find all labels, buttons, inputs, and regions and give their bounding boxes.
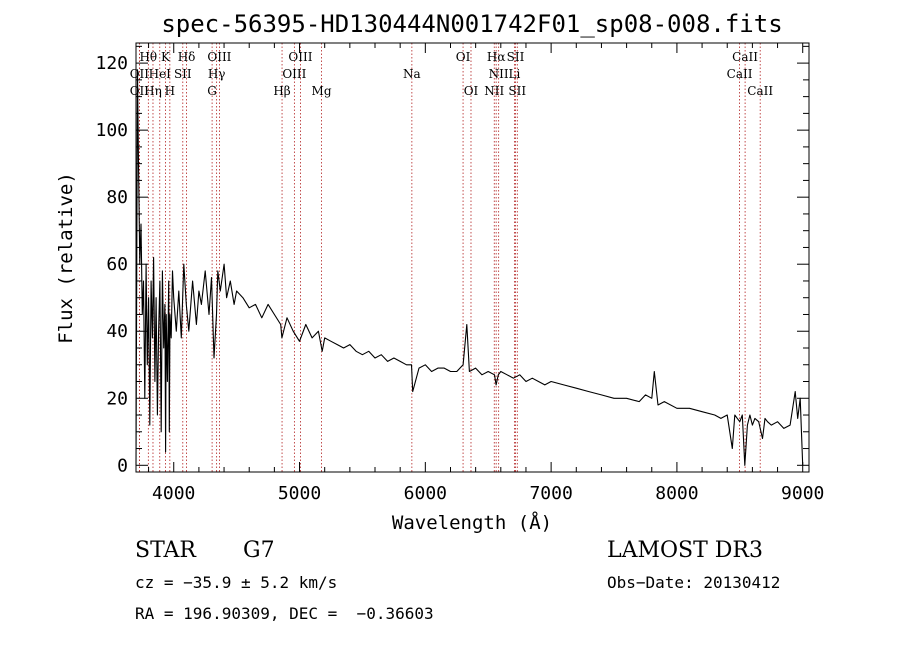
line-label: OIII: [207, 50, 231, 64]
line-label: Hβ: [273, 84, 290, 98]
y-tick-label: 80: [106, 187, 128, 208]
line-labels: Hθ OII OII K HeI Hη H Hδ SII OIII Hγ G OIII OIII Hβ Mg N…: [130, 50, 774, 98]
subclass: G7: [243, 538, 275, 563]
line-label: NII: [489, 67, 509, 81]
flux-series: [135, 69, 804, 466]
line-label: NII: [484, 84, 504, 98]
line-label: Li: [508, 67, 520, 81]
redshift-velocity: cz = −35.9 ± 5.2 km/s: [135, 573, 338, 592]
x-tick-label: 4000: [152, 483, 195, 504]
line-label: CaII: [732, 50, 758, 64]
chart-title: spec-56395-HD130444N001742F01_sp08-008.f…: [161, 10, 782, 38]
x-tick-label: 6000: [404, 483, 447, 504]
y-tick-label: 100: [95, 120, 128, 141]
y-axis-label: Flux (relative): [55, 172, 77, 344]
line-label: SII: [508, 84, 526, 98]
x-tick-label: 7000: [529, 483, 572, 504]
axis-ticks: 4000 5000 6000 7000 8000 9000 0 20 40 60 80 100 120: [95, 43, 824, 504]
line-label: H: [165, 84, 175, 98]
object-type: STAR: [135, 538, 196, 563]
line-label: SII: [174, 67, 192, 81]
x-tick-label: 5000: [278, 483, 321, 504]
line-label: CaII: [727, 67, 753, 81]
survey: LAMOST DR3: [607, 538, 763, 563]
line-label: OIII: [288, 50, 312, 64]
line-label: HeI: [149, 67, 172, 81]
line-label: Hθ: [139, 50, 157, 64]
line-label: Hα: [487, 50, 506, 64]
line-label: Hη: [144, 84, 162, 98]
line-label: OII: [130, 67, 150, 81]
line-label: Na: [403, 67, 421, 81]
line-label: CaII: [747, 84, 773, 98]
y-tick-label: 60: [106, 254, 128, 275]
y-tick-label: 0: [117, 455, 128, 476]
plot-frame: [135, 42, 810, 473]
line-label: OI: [456, 50, 471, 64]
y-tick-label: 20: [106, 388, 128, 409]
y-tick-label: 120: [95, 53, 128, 74]
line-label: Hγ: [208, 67, 226, 81]
line-label: OI: [464, 84, 479, 98]
line-label: SII: [507, 50, 525, 64]
line-label: OII: [130, 84, 150, 98]
line-label: Hδ: [178, 50, 196, 64]
line-label: OIII: [282, 67, 306, 81]
flux-line: [135, 69, 804, 466]
line-label: Mg: [312, 84, 332, 98]
line-label: K: [161, 50, 171, 64]
coordinates: RA = 196.90309, DEC = −0.36603: [135, 604, 434, 623]
line-label: G: [207, 84, 217, 98]
x-axis-label: Wavelength (Å): [392, 511, 552, 534]
y-tick-label: 40: [106, 321, 128, 342]
x-tick-label: 9000: [781, 483, 824, 504]
obs-date: Obs−Date: 20130412: [607, 573, 781, 592]
x-tick-label: 8000: [655, 483, 698, 504]
spectral-line-markers: [138, 43, 761, 472]
